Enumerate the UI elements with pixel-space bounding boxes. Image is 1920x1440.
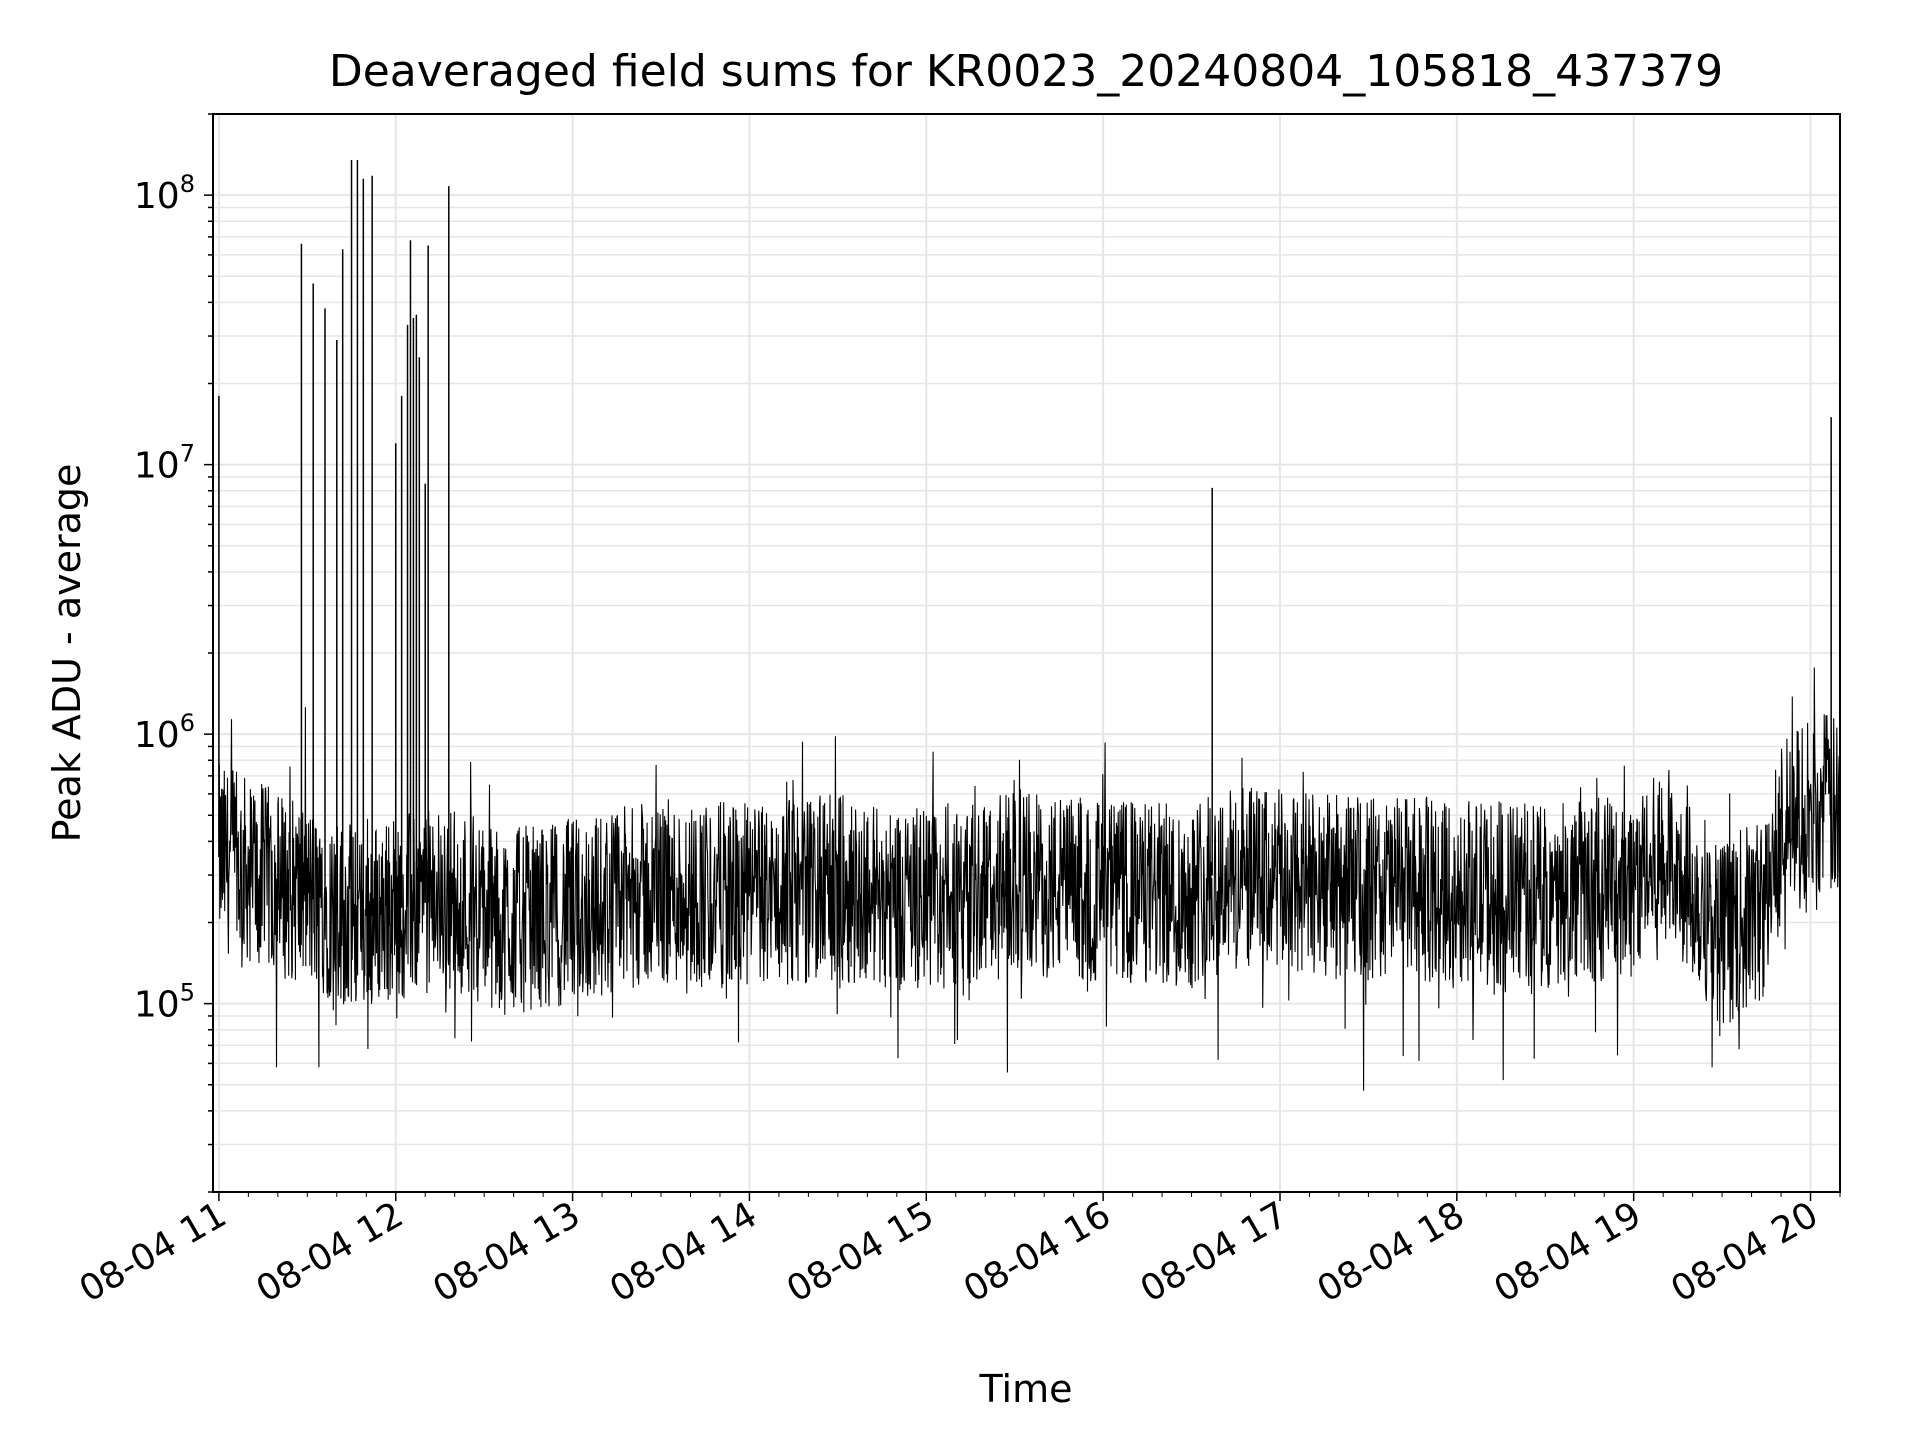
y-axis-ticks: 105 106 107 108 (134, 113, 213, 1193)
y-tick-label: 106 (134, 709, 195, 756)
x-tick-label: 08-04 18 (1311, 1194, 1472, 1310)
x-tick-label: 08-04 20 (1664, 1194, 1825, 1310)
x-tick-label: 08-04 19 (1488, 1194, 1649, 1310)
y-axis-label: Peak ADU - average (45, 464, 89, 843)
y-tick-label: 108 (134, 170, 195, 217)
x-axis-label: Time (979, 1367, 1073, 1411)
series-line (218, 667, 1841, 1091)
x-tick-label: 08-04 14 (603, 1194, 764, 1310)
y-tick-label: 107 (134, 440, 195, 487)
x-tick-label: 08-04 12 (250, 1194, 411, 1310)
x-tick-label: 08-04 13 (426, 1194, 587, 1310)
x-tick-label: 08-04 16 (957, 1194, 1118, 1310)
chart-title: Deaveraged field sums for KR0023_2024080… (329, 46, 1723, 97)
y-tick-label: 105 (134, 979, 195, 1026)
x-tick-label: 08-04 15 (780, 1194, 941, 1310)
x-tick-label: 08-04 17 (1134, 1194, 1295, 1310)
data-series (218, 160, 1841, 1091)
x-axis-ticks: 08-04 11 08-04 12 08-04 13 08-04 14 08-04 15… (73, 1192, 1841, 1311)
x-tick-label: 08-04 11 (73, 1194, 234, 1310)
